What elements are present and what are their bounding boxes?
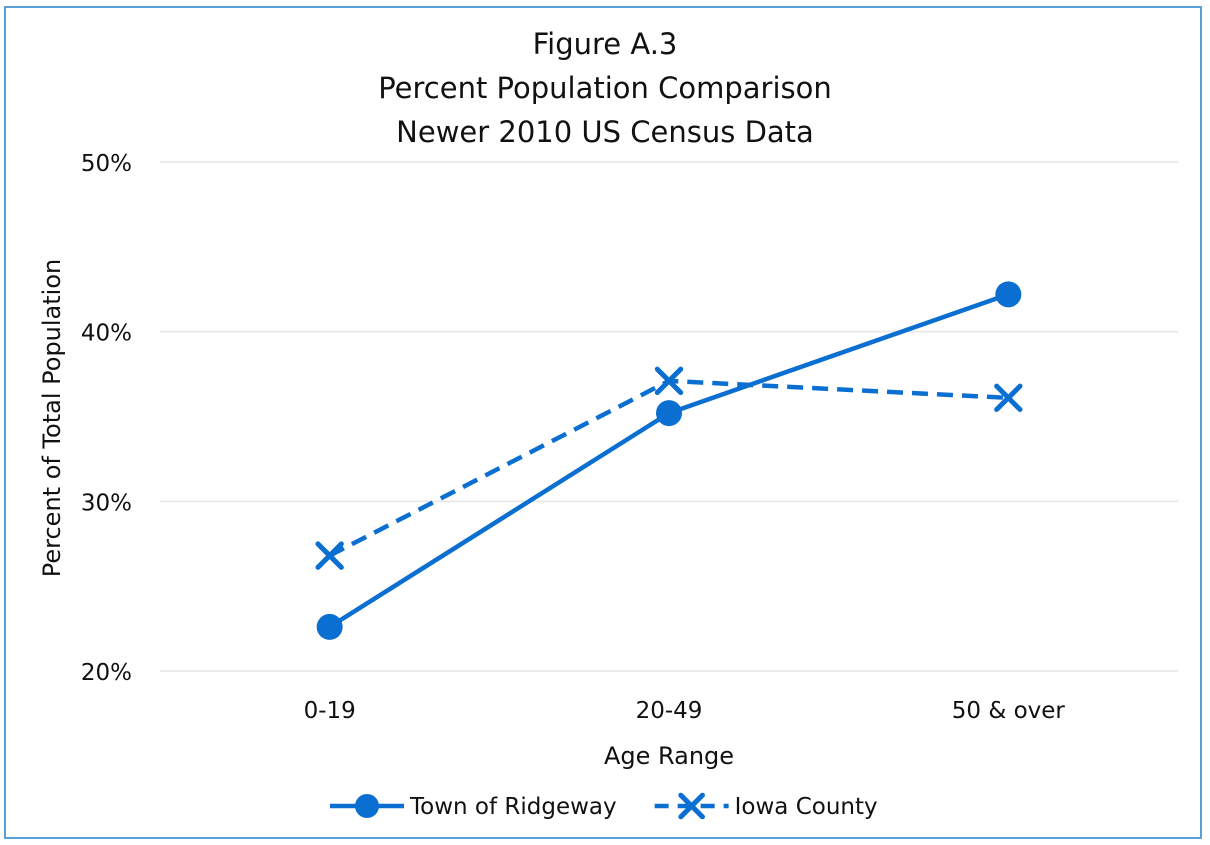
data-point-circle: [656, 400, 682, 427]
x-axis-ticks: 0-19 20-49 50 & over: [304, 698, 1066, 724]
x-tick-label: 20-49: [636, 698, 703, 724]
series-layer: [315, 281, 1023, 640]
data-point-x: [315, 541, 344, 570]
legend: Town of Ridgeway Iowa County: [330, 792, 878, 820]
y-axis-ticks: 20% 30% 40% 50%: [81, 151, 132, 686]
x-tick-label: 0-19: [304, 698, 356, 724]
data-point-x: [678, 792, 705, 820]
y-tick-label: 20%: [81, 660, 132, 686]
legend-label: Iowa County: [735, 794, 878, 820]
title-line-1: Figure A.3: [532, 27, 678, 61]
title-line-3: Newer 2010 US Census Data: [396, 115, 814, 149]
data-point-circle: [355, 794, 379, 818]
chart-frame: [4, 6, 1202, 839]
x-stroke: [654, 366, 684, 396]
y-tick-label: 30%: [81, 490, 132, 516]
y-tick-label: 40%: [81, 321, 132, 347]
x-tick-label: 50 & over: [952, 698, 1066, 724]
legend-item: Iowa County: [654, 792, 878, 820]
legend-label: Town of Ridgeway: [409, 794, 617, 820]
y-tick-label: 50%: [81, 151, 132, 177]
data-point-circle: [316, 613, 343, 640]
title-line-2: Percent Population Comparison: [378, 71, 832, 105]
data-point-x: [654, 366, 684, 396]
chart-title: Figure A.3 Percent Population Comparison…: [0, 22, 1210, 154]
y-axis-label: Percent of Total Population: [38, 259, 66, 577]
x-stroke: [994, 383, 1023, 413]
series-line-town-of-ridgeway: [328, 292, 1010, 629]
data-point-circle: [995, 281, 1022, 308]
gridlines: [160, 161, 1178, 672]
x-stroke: [315, 541, 344, 570]
x-axis-label: Age Range: [604, 742, 734, 770]
legend-item: Town of Ridgeway: [330, 794, 617, 820]
x-stroke: [678, 792, 705, 820]
data-point-x: [994, 383, 1023, 413]
